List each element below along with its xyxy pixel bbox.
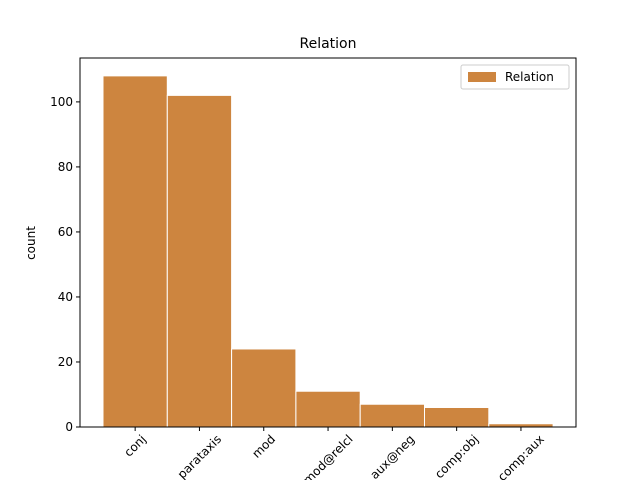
bar	[424, 406, 490, 428]
y-tick-label: 20	[58, 355, 73, 369]
x-tick-label: mod@relcl	[300, 432, 355, 480]
bar	[102, 75, 168, 428]
x-tick-label: comp:aux	[495, 432, 547, 480]
legend-swatch	[468, 72, 496, 82]
bar	[231, 348, 297, 428]
chart-title: Relation	[300, 36, 357, 52]
x-tick-label: mod	[249, 432, 278, 461]
legend-box	[460, 64, 570, 90]
bar	[359, 403, 426, 428]
bar	[295, 390, 361, 428]
x-tick-label: comp:obj	[432, 432, 481, 480]
x-tick-label: aux@neg	[367, 432, 417, 480]
y-axis-label: count	[24, 226, 38, 260]
bar	[166, 94, 233, 428]
y-tick-label: 40	[58, 290, 73, 304]
y-tick-label: 80	[58, 160, 73, 174]
x-tick-label: conj	[121, 432, 148, 459]
y-tick-label: 100	[50, 95, 73, 109]
x-tick-label: parataxis	[175, 432, 225, 480]
y-tick-label: 60	[58, 225, 73, 239]
legend-label: Relation	[505, 70, 554, 84]
y-tick-label: 0	[65, 420, 73, 434]
